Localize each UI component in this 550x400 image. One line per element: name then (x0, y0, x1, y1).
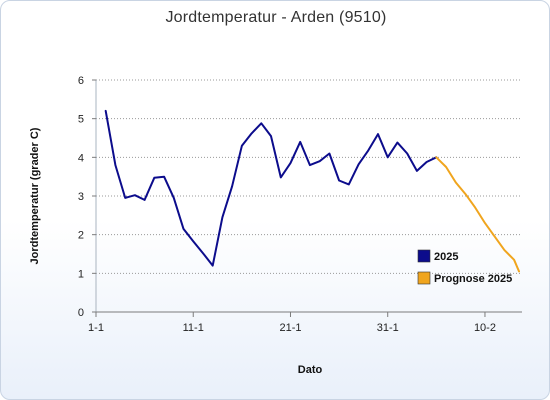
x-tick-label: 1-1 (88, 322, 104, 334)
y-tick-label: 4 (78, 152, 84, 164)
y-tick-labels: 0 1 2 3 4 5 6 (78, 75, 96, 319)
x-tick-labels: 1-1 11-1 21-1 31-1 10-2 (88, 312, 496, 334)
legend-swatch (417, 249, 431, 263)
series-lines (104, 109, 520, 273)
y-tick-label: 5 (78, 114, 84, 126)
legend-swatch (417, 271, 431, 285)
legend-label: Prognose 2025 (434, 273, 512, 285)
x-tick-label: 21-1 (279, 322, 301, 334)
series-line-0 (104, 109, 438, 267)
x-tick-label: 10-2 (474, 322, 496, 334)
y-tick-label: 2 (78, 230, 84, 242)
y-tick-label: 0 (78, 307, 84, 319)
series-line-1 (435, 156, 520, 273)
x-tick-label: 11-1 (183, 322, 204, 334)
legend: 2025 Prognose 2025 (417, 249, 512, 285)
y-tick-label: 3 (78, 191, 84, 203)
grid-lines (96, 79, 522, 274)
y-tick-label: 1 (78, 268, 84, 280)
y-axis-title: Jordtemperatur (grader C) (29, 127, 41, 264)
x-tick-label: 31-1 (377, 322, 399, 334)
chart-title: Jordtemperatur - Arden (9510) (165, 9, 387, 26)
x-axis-title: Dato (298, 364, 323, 376)
legend-label: 2025 (434, 251, 458, 263)
y-tick-label: 6 (78, 75, 84, 87)
